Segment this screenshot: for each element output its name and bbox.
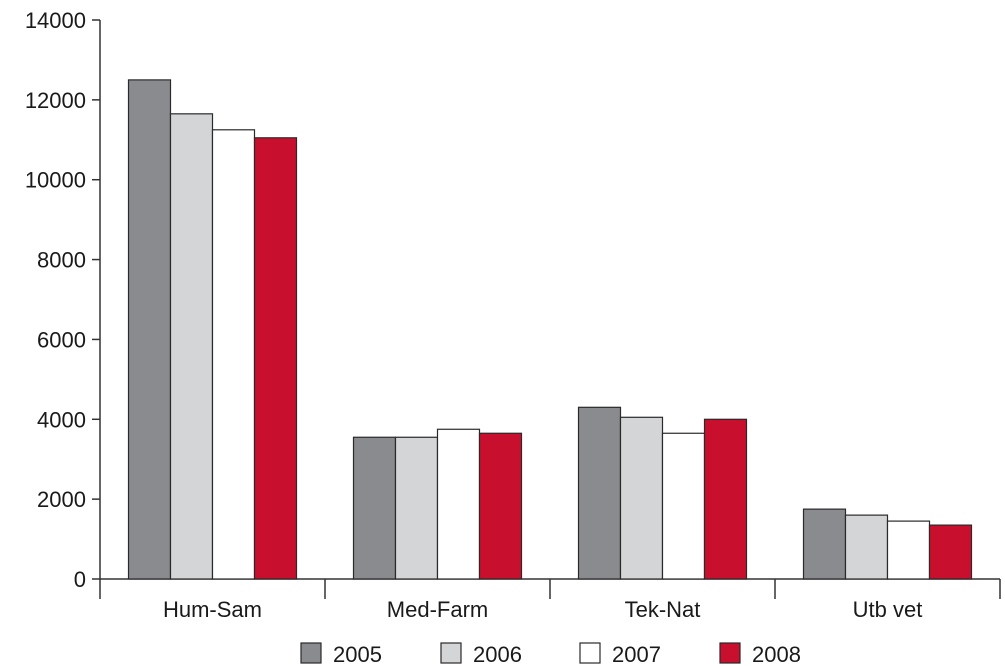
x-category-label: Med-Farm [387,597,488,622]
bar-hum-sam-2008 [253,137,298,580]
x-axis: Hum-Sam Med-Farm Tek-Nat Utb vet [99,578,1001,622]
legend-swatch-2006 [440,642,462,664]
y-tick-label: 4000 [37,407,86,432]
bar-tek-nat-2007 [661,432,706,580]
y-tick-label: 12000 [25,88,86,113]
legend-label: 2007 [612,642,661,666]
bar-utb-vet-2007 [886,520,931,580]
y-tick-label: 2000 [37,487,86,512]
y-tick-label: 8000 [37,248,86,273]
bar-tek-nat-2008 [703,418,748,580]
bar-med-farm-2007 [436,428,481,580]
bar-hum-sam-2005 [127,79,172,580]
bar-tek-nat-2006 [619,416,664,580]
bar-utb-vet-2006 [844,514,889,580]
legend-swatch-2007 [579,642,601,664]
bar-hum-sam-2007 [211,129,256,580]
y-tick-label: 14000 [25,8,86,33]
legend-swatch-2005 [300,642,322,664]
x-category-label: Hum-Sam [163,597,262,622]
x-category-label: Utb vet [853,597,923,622]
legend-label: 2006 [473,642,522,666]
bar-med-farm-2008 [478,432,523,580]
bar-med-farm-2005 [352,436,397,580]
x-category-label: Tek-Nat [625,597,701,622]
legend-label: 2005 [333,642,382,666]
bar-med-farm-2006 [394,436,439,580]
y-tick-label: 10000 [25,168,86,193]
bar-hum-sam-2006 [169,113,214,580]
bars [127,79,973,580]
bar-utb-vet-2008 [928,524,973,580]
y-tick-label: 6000 [37,327,86,352]
legend-label: 2008 [752,642,801,666]
y-tick-label: 0 [74,567,86,592]
bar-utb-vet-2005 [802,508,847,580]
legend: 2005 2006 2007 2008 [300,642,801,666]
y-axis: 0 2000 4000 6000 8000 10000 12000 14000 [25,8,101,592]
legend-swatch-2008 [719,642,741,664]
bar-tek-nat-2005 [577,406,622,580]
